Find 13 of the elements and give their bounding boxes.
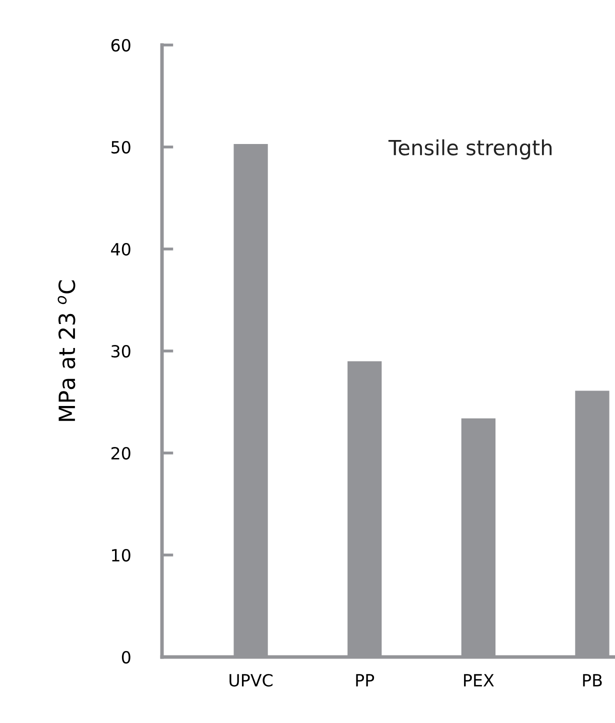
- x-tick-label: PB: [583, 674, 602, 686]
- y-tick-label: 40: [111, 242, 130, 256]
- y-tick-label: 10: [112, 548, 130, 562]
- y-tick-label: 20: [111, 446, 130, 460]
- y-tick-label: 50: [112, 140, 130, 154]
- x-tick-label: UPVC: [230, 674, 273, 687]
- annotation: Tensile strength: [388, 139, 552, 160]
- x-tick-label: PEX: [464, 674, 494, 686]
- y-axis-title: MPa at 23 $^{o}$C: [58, 280, 76, 421]
- y-tick-label: 60: [111, 38, 130, 52]
- x-tick-label: PP: [356, 674, 374, 686]
- y-tick-label: 30: [112, 344, 130, 358]
- y-tick-label: 0: [122, 650, 130, 664]
